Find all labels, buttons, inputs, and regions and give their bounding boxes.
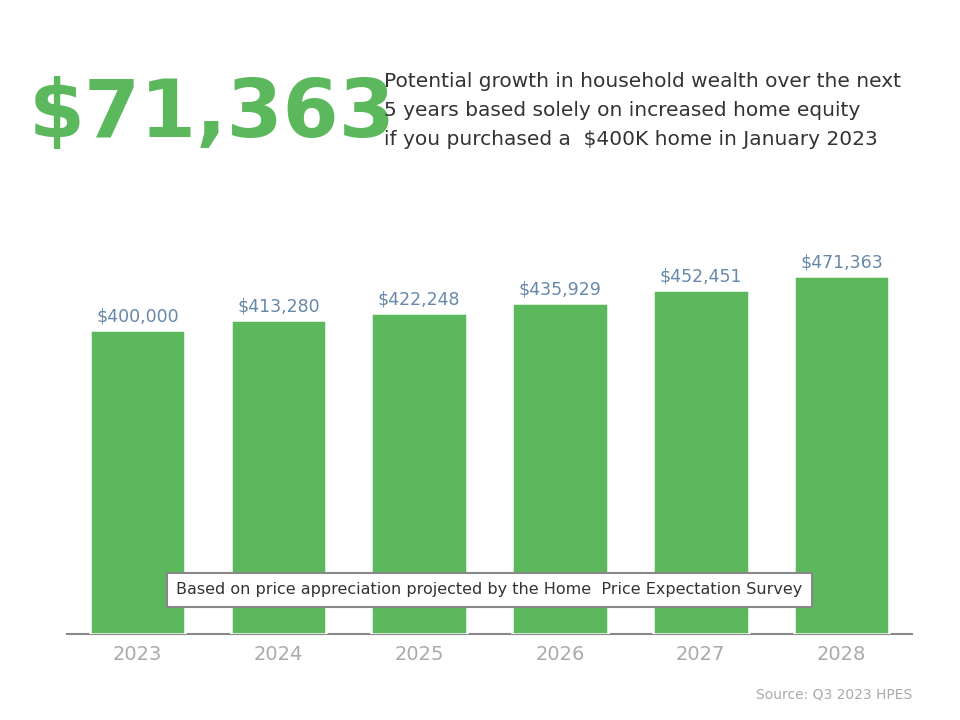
Bar	[653, 290, 749, 634]
Text: $413,280: $413,280	[237, 297, 320, 315]
Bar	[512, 303, 608, 634]
Text: $400,000: $400,000	[96, 307, 179, 325]
Bar	[372, 313, 468, 634]
Text: Potential growth in household wealth over the next
5 years based solely on incre: Potential growth in household wealth ove…	[384, 72, 901, 149]
Bar	[230, 320, 326, 634]
Text: $452,451: $452,451	[660, 268, 742, 286]
Bar	[794, 276, 890, 634]
Text: $71,363: $71,363	[29, 76, 396, 155]
Text: $435,929: $435,929	[518, 280, 601, 298]
Text: Based on price appreciation projected by the Home  Price Expectation Survey: Based on price appreciation projected by…	[177, 582, 803, 598]
Text: $471,363: $471,363	[801, 253, 883, 271]
Bar	[89, 330, 185, 634]
Text: Source: Q3 2023 HPES: Source: Q3 2023 HPES	[756, 688, 912, 702]
Text: $422,248: $422,248	[378, 291, 461, 309]
